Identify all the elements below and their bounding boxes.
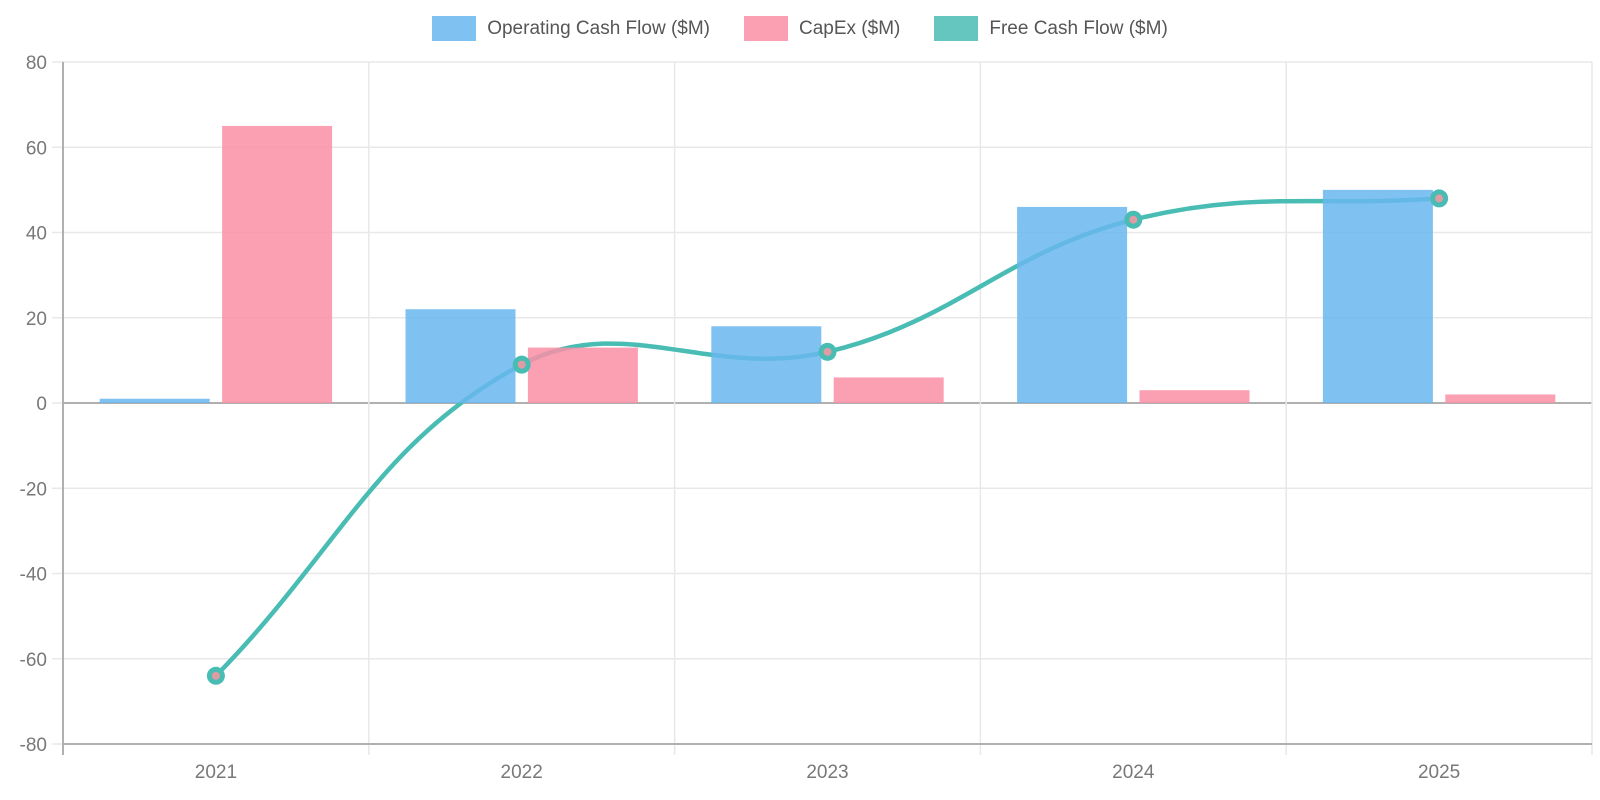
- legend-label: CapEx ($M): [799, 17, 901, 39]
- y-tick-label: -80: [20, 735, 47, 756]
- legend-swatch: [934, 16, 979, 41]
- x-tick-label-2024: 2024: [1112, 762, 1155, 783]
- y-tick-label: -40: [20, 565, 47, 586]
- x-tick-label-2025: 2025: [1418, 762, 1460, 783]
- legend-item-capex-m[interactable]: CapEx ($M): [744, 16, 900, 41]
- y-tick-label: 20: [26, 309, 47, 330]
- bar-capex-2022[interactable]: [527, 347, 638, 403]
- bar-capex-2025[interactable]: [1445, 394, 1556, 403]
- fcf-point-center: [1129, 215, 1138, 224]
- bar-ocf-2023[interactable]: [711, 326, 822, 403]
- legend-item-operating-cash-flow-m[interactable]: Operating Cash Flow ($M): [432, 16, 710, 41]
- bar-capex-2023[interactable]: [833, 377, 944, 403]
- y-tick-label: -20: [20, 479, 47, 500]
- bar-ocf-2022[interactable]: [405, 309, 516, 403]
- bar-ocf-2021[interactable]: [99, 398, 210, 403]
- fcf-line[interactable]: [213, 196, 1442, 679]
- y-tick-label: 60: [26, 138, 47, 159]
- x-tick-label-2022: 2022: [501, 762, 543, 783]
- legend-label: Free Cash Flow ($M): [989, 17, 1168, 39]
- chart-legend: Operating Cash Flow ($M) CapEx ($M) Free C…: [0, 16, 1600, 41]
- legend-label: Operating Cash Flow ($M): [487, 17, 710, 39]
- bar-capex-2024[interactable]: [1139, 390, 1250, 403]
- y-tick-label: 0: [36, 394, 47, 415]
- legend-item-free-cash-flow-m[interactable]: Free Cash Flow ($M): [934, 16, 1168, 41]
- fcf-point-center: [1435, 194, 1444, 203]
- fcf-point-center: [211, 671, 220, 680]
- bar-ocf-2025[interactable]: [1322, 189, 1433, 403]
- legend-swatch: [744, 16, 788, 41]
- legend-swatch: [432, 16, 477, 41]
- bar-capex-2021[interactable]: [222, 125, 333, 403]
- x-tick-label-2021: 2021: [195, 762, 237, 783]
- fcf-point-center: [823, 347, 832, 356]
- y-tick-label: 80: [26, 53, 47, 74]
- bar-ocf-2024[interactable]: [1017, 206, 1128, 403]
- x-tick-label-2023: 2023: [806, 762, 848, 783]
- fcf-point-center: [517, 360, 526, 369]
- y-tick-label: 40: [26, 224, 47, 245]
- y-tick-label: -60: [20, 650, 47, 671]
